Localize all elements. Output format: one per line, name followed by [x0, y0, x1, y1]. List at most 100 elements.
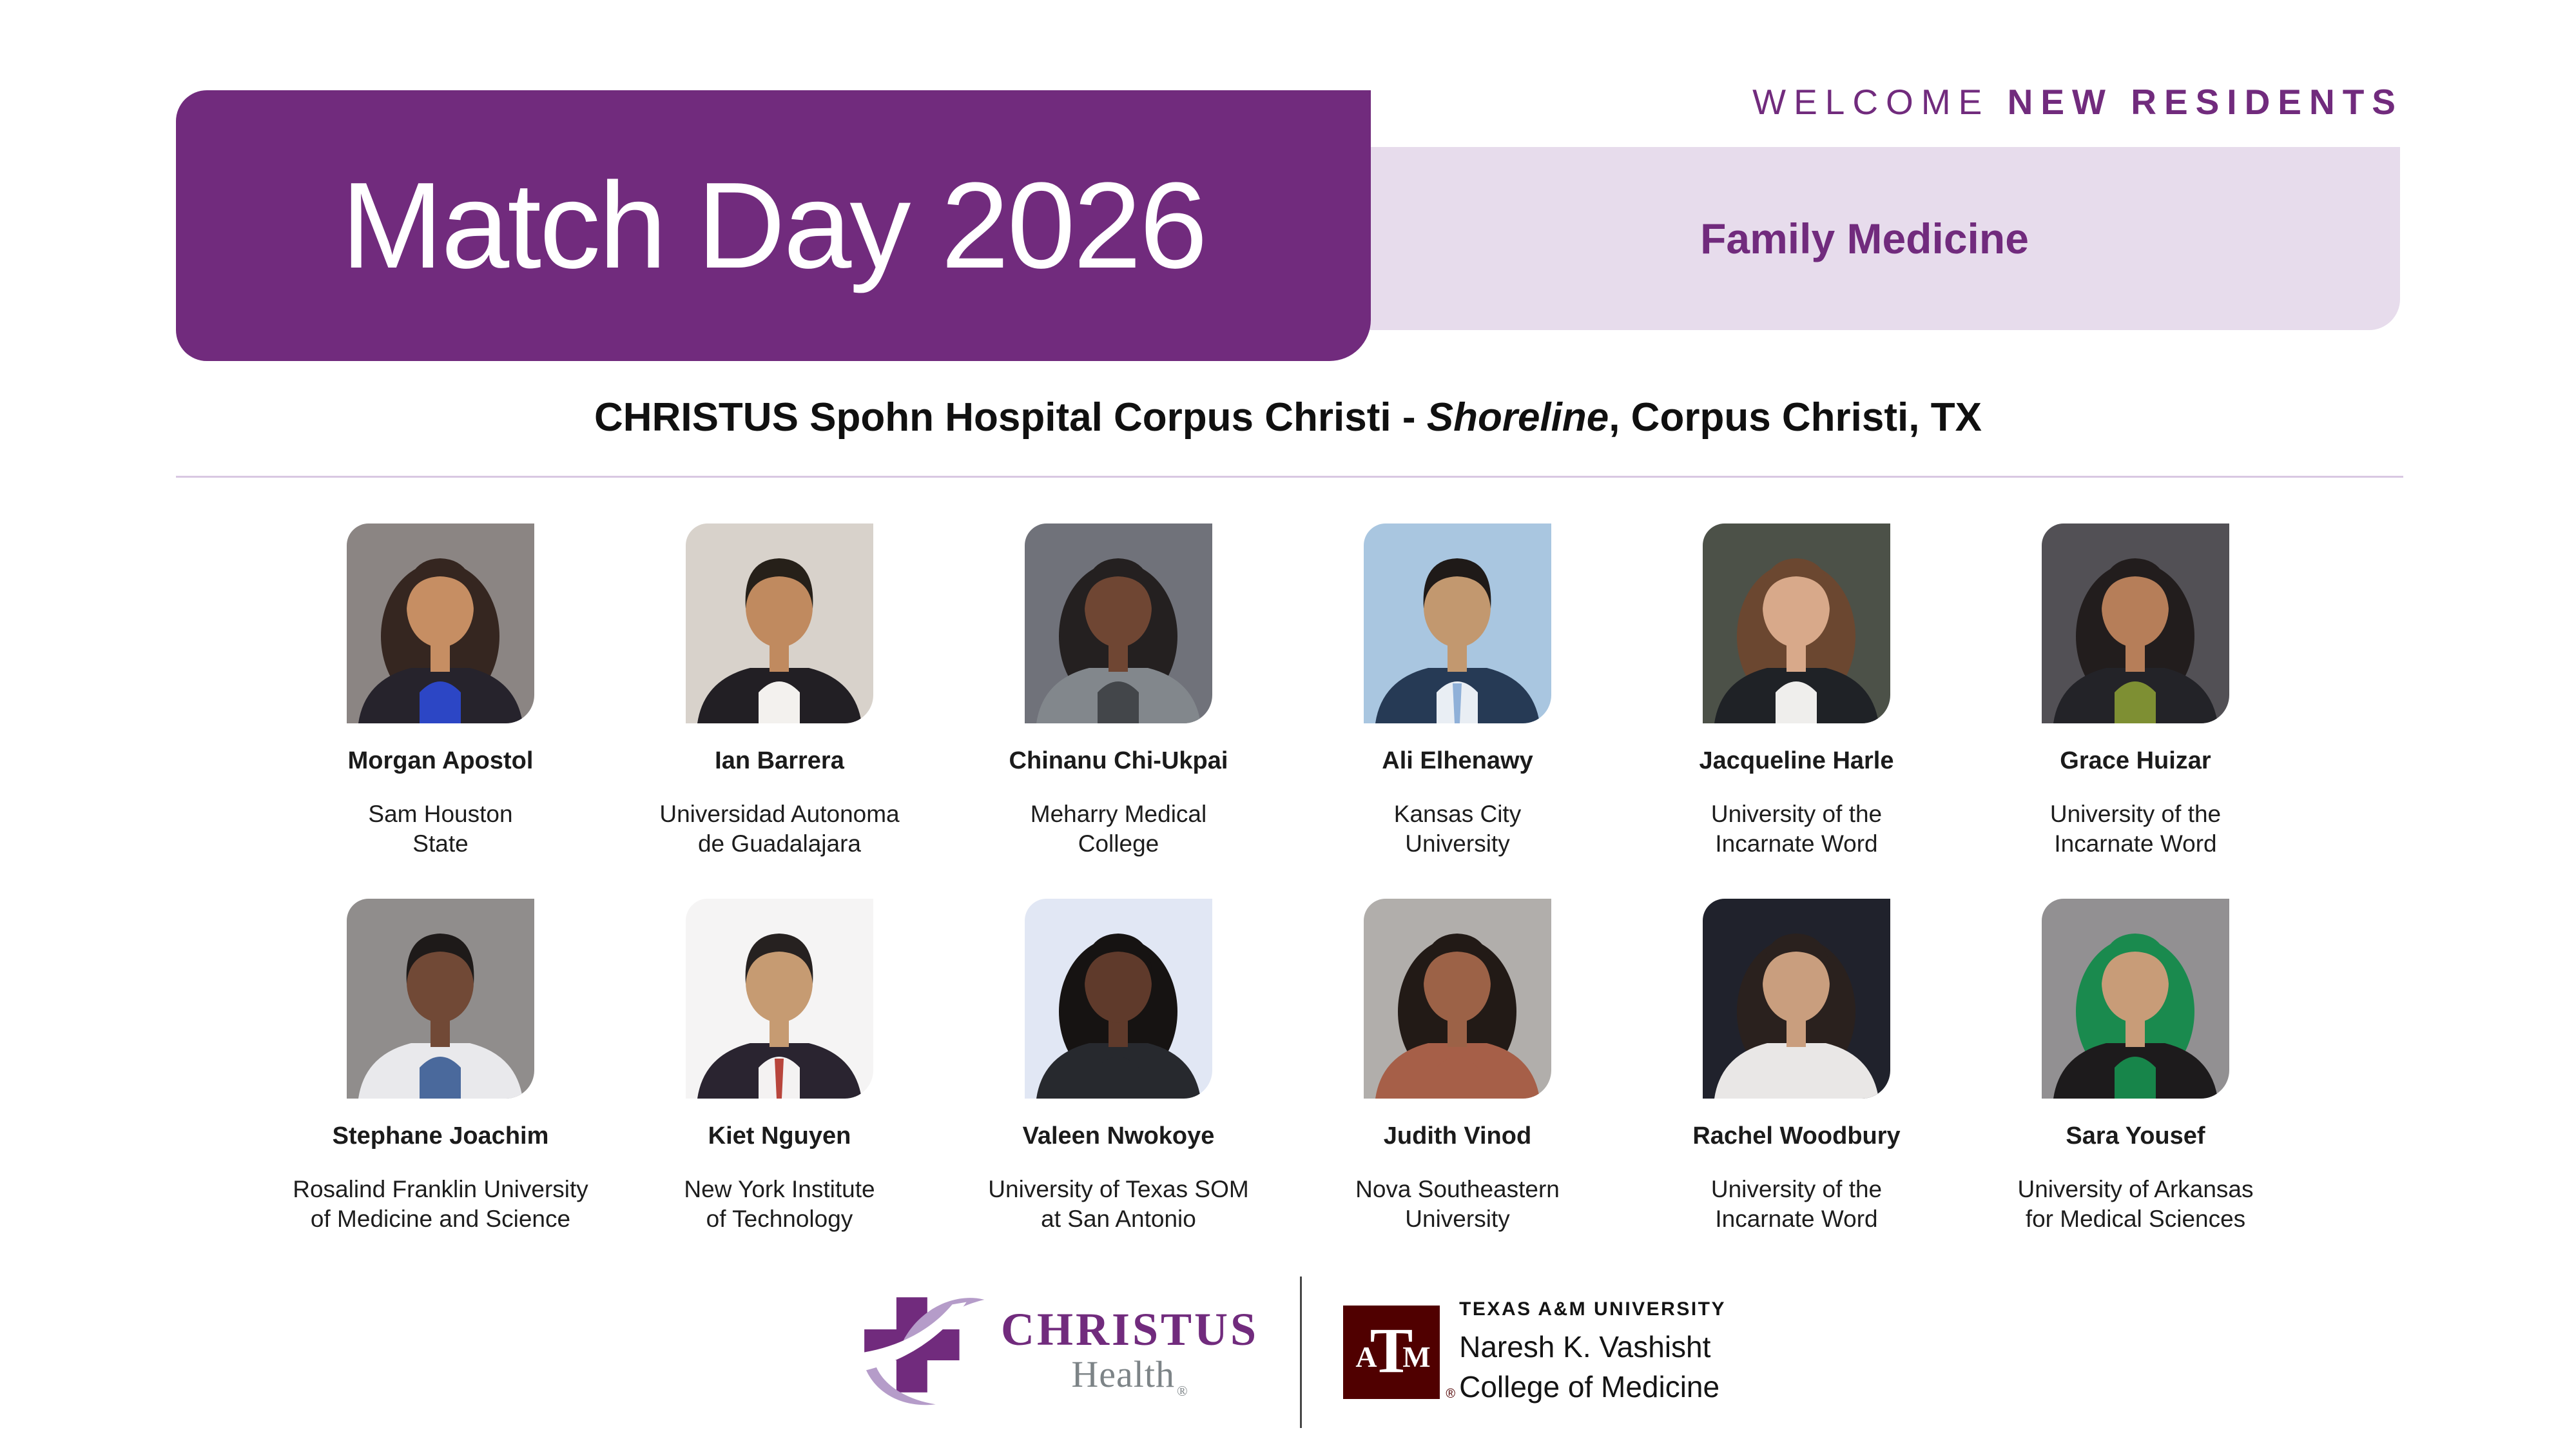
- resident-name: Valeen Nwokoye: [1022, 1122, 1215, 1150]
- resident-school-line2: de Guadalajara: [697, 830, 862, 857]
- portrait-hair-front: [1762, 934, 1830, 984]
- resident-card: Rachel Woodbury University of the Incarn…: [1627, 899, 1966, 1234]
- resident-name: Kiet Nguyen: [708, 1122, 851, 1150]
- portrait-shirt: [1776, 681, 1817, 723]
- resident-school-line2: at San Antonio: [1041, 1206, 1196, 1232]
- resident-card: Chinanu Chi-Ukpai Meharry Medical Colleg…: [949, 523, 1288, 859]
- resident-card: Ian Barrera Universidad Autonoma de Guad…: [610, 523, 949, 859]
- christus-health-logo: CHRISTUS Health ®: [849, 1289, 1259, 1416]
- resident-school-line1: Kansas City: [1393, 801, 1522, 827]
- portrait-head: [1763, 567, 1830, 647]
- christus-health-label: Health ®: [1071, 1354, 1188, 1399]
- match-day-box: Match Day 2026: [176, 90, 1371, 361]
- portrait-head: [2102, 567, 2169, 647]
- resident-photo: [1703, 899, 1890, 1099]
- resident-school-line1: Meharry Medical: [1030, 801, 1207, 827]
- footer-divider: [1300, 1277, 1303, 1428]
- resident-school-line2: of Technology: [706, 1206, 853, 1232]
- resident-school: Universidad Autonoma de Guadalajara: [659, 799, 899, 859]
- footer: CHRISTUS Health ® T A M ® TEXAS A&M UNIVE…: [0, 1277, 2576, 1428]
- tamu-college-name-line2: College of Medicine: [1459, 1369, 1720, 1404]
- resident-school-line2: State: [412, 830, 469, 857]
- resident-school: Kansas City University: [1394, 799, 1521, 859]
- resident-school-line1: Rosalind Franklin University: [293, 1176, 588, 1202]
- resident-name: Grace Huizar: [2060, 747, 2211, 774]
- resident-school-line2: College: [1078, 830, 1159, 857]
- tamu-college-logo: T A M ® TEXAS A&M UNIVERSITY Naresh K. V…: [1343, 1298, 1726, 1407]
- resident-name: Morgan Apostol: [347, 747, 534, 774]
- resident-school: University of the Incarnate Word: [1711, 1175, 1882, 1234]
- tamu-atm-icon: T A M: [1343, 1306, 1440, 1399]
- resident-school: Nova Southeastern University: [1355, 1175, 1560, 1234]
- resident-school-line1: University of the: [2049, 801, 2222, 827]
- portrait-hair-front: [1084, 934, 1152, 984]
- portrait-hair-front: [1423, 558, 1491, 609]
- resident-school-line2: Incarnate Word: [2054, 830, 2217, 857]
- resident-school-line1: New York Institute: [684, 1176, 875, 1202]
- portrait-shirt: [420, 1057, 461, 1099]
- specialty-label: Family Medicine: [1700, 215, 2029, 262]
- resident-photo: [1364, 523, 1551, 723]
- resident-photo: [347, 523, 534, 723]
- welcome-new-residents: NEW RESIDENTS: [2007, 82, 2403, 122]
- resident-photo: [1025, 523, 1212, 723]
- tamu-letter-a: A: [1355, 1340, 1377, 1373]
- resident-school-line1: Sam Houston: [368, 801, 513, 827]
- christus-cross-icon: [849, 1296, 985, 1405]
- portrait-head: [407, 567, 474, 647]
- resident-photo: [2042, 523, 2229, 723]
- portrait-icon: [1703, 899, 1890, 1099]
- portrait-icon: [347, 899, 534, 1099]
- portrait-head: [1085, 943, 1152, 1022]
- resident-school-line1: Universidad Autonoma: [659, 801, 900, 827]
- resident-photo: [1025, 899, 1212, 1099]
- portrait-head: [1424, 943, 1491, 1022]
- portrait-shirt: [1098, 681, 1139, 723]
- portrait-icon: [347, 523, 534, 723]
- resident-school-line2: Incarnate Word: [1715, 830, 1878, 857]
- resident-school: University of Texas SOM at San Antonio: [988, 1175, 1248, 1234]
- resident-school-line2: University: [1405, 1206, 1510, 1232]
- resident-school-line1: Nova Southeastern: [1355, 1176, 1560, 1202]
- portrait-icon: [1025, 523, 1212, 723]
- resident-photo: [1703, 523, 1890, 723]
- resident-name: Ali Elhenawy: [1382, 747, 1533, 774]
- hospital-title: CHRISTUS Spohn Hospital Corpus Christi -…: [0, 395, 2576, 440]
- header-divider: [176, 476, 2403, 478]
- portrait-icon: [2042, 523, 2229, 723]
- portrait-hair-front: [406, 934, 474, 984]
- specialty-box: Family Medicine: [1329, 147, 2400, 330]
- resident-name: Judith Vinod: [1383, 1122, 1532, 1150]
- christus-wordmark: CHRISTUS: [1000, 1303, 1259, 1355]
- resident-name: Sara Yousef: [2066, 1122, 2205, 1150]
- resident-photo: [686, 523, 873, 723]
- portrait-icon: [1703, 523, 1890, 723]
- resident-name: Jacqueline Harle: [1699, 747, 1894, 774]
- portrait-head: [746, 943, 813, 1022]
- portrait-hair-front: [1423, 934, 1491, 984]
- portrait-hair-front: [1762, 558, 1830, 609]
- resident-name: Stephane Joachim: [332, 1122, 549, 1150]
- portrait-shirt: [1776, 1057, 1817, 1099]
- resident-card: Judith Vinod Nova Southeastern Universit…: [1288, 899, 1627, 1234]
- resident-photo: [2042, 899, 2229, 1099]
- tamu-emblem: T A M ®: [1343, 1306, 1455, 1401]
- portrait-head: [1085, 567, 1152, 647]
- portrait-shirt: [420, 681, 461, 723]
- portrait-icon: [1025, 899, 1212, 1099]
- resident-school-line1: University of the: [1710, 1176, 1883, 1202]
- portrait-head: [1763, 943, 1830, 1022]
- portrait-icon: [2042, 899, 2229, 1099]
- portrait-icon: [686, 899, 873, 1099]
- resident-card: Kiet Nguyen New York Institute of Techno…: [610, 899, 949, 1234]
- resident-card: Sara Yousef University of Arkansas for M…: [1966, 899, 2305, 1234]
- resident-school-line2: Incarnate Word: [1715, 1206, 1878, 1232]
- hospital-title-suffix: , Corpus Christi, TX: [1609, 395, 1982, 440]
- portrait-shirt: [2115, 1057, 2156, 1099]
- resident-card: Stephane Joachim Rosalind Franklin Unive…: [271, 899, 610, 1234]
- welcome-banner: WELCOME NEW RESIDENTS: [1752, 83, 2403, 122]
- portrait-icon: [1364, 899, 1551, 1099]
- resident-photo: [1364, 899, 1551, 1099]
- welcome-word: WELCOME: [1752, 82, 2008, 122]
